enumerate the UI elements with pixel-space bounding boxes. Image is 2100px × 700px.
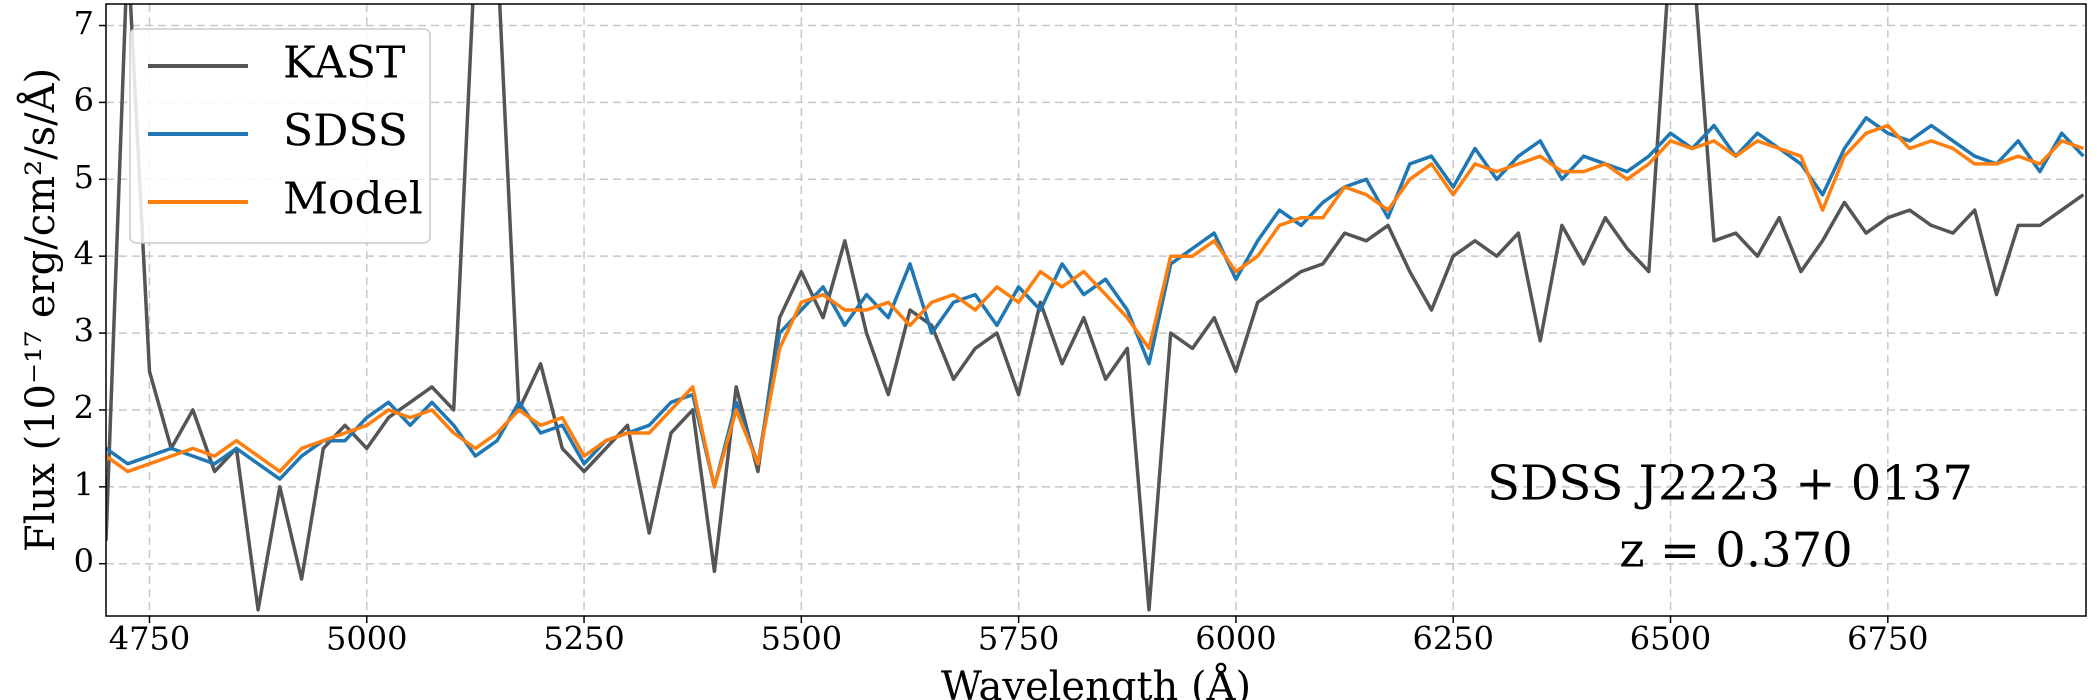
y-tick-label: 6 bbox=[74, 81, 94, 119]
x-tick-label: 4750 bbox=[109, 620, 190, 658]
series-line bbox=[106, 123, 2084, 489]
legend-label: SDSS bbox=[283, 106, 408, 157]
y-tick-label: 3 bbox=[74, 312, 94, 350]
y-axis-label: Flux (10⁻¹⁷ erg/cm²/s/Å) bbox=[17, 68, 64, 552]
legend: KAST SDSS Model bbox=[129, 28, 431, 244]
y-tick-label: 4 bbox=[74, 235, 94, 273]
annotation: SDSS J2223 + 0137 bbox=[1487, 456, 1973, 512]
x-tick-label: 6000 bbox=[1195, 620, 1276, 658]
plot-frame bbox=[105, 3, 2087, 617]
x-axis-label: Wavelength (Å) bbox=[941, 663, 1251, 700]
x-tick-label: 5000 bbox=[326, 620, 407, 658]
y-tick-label: 0 bbox=[74, 542, 94, 580]
y-tick-label: 2 bbox=[74, 388, 94, 426]
x-tick-label: 5750 bbox=[978, 620, 1059, 658]
legend-label: KAST bbox=[283, 38, 405, 89]
x-tick-label: 6750 bbox=[1847, 620, 1928, 658]
y-tick-label: 5 bbox=[74, 158, 94, 196]
x-tick-label: 6500 bbox=[1630, 620, 1711, 658]
annotation: z = 0.370 bbox=[1619, 523, 1852, 579]
ticks: 4750 5000 5250 5500 5750 6000 6250 6500 6750 0 1 2 3… bbox=[74, 4, 1929, 657]
series-line bbox=[106, 4, 2085, 612]
y-tick-label: 7 bbox=[74, 4, 94, 42]
legend-label: Model bbox=[283, 174, 423, 225]
legend-box bbox=[129, 28, 431, 244]
lines bbox=[106, 4, 2085, 612]
y-tick-label: 1 bbox=[74, 465, 94, 503]
x-tick-label: 5250 bbox=[543, 620, 624, 658]
series-line bbox=[106, 116, 2085, 489]
x-tick-label: 5500 bbox=[761, 620, 842, 658]
plot-area bbox=[106, 4, 2086, 616]
x-tick-label: 6250 bbox=[1413, 620, 1494, 658]
